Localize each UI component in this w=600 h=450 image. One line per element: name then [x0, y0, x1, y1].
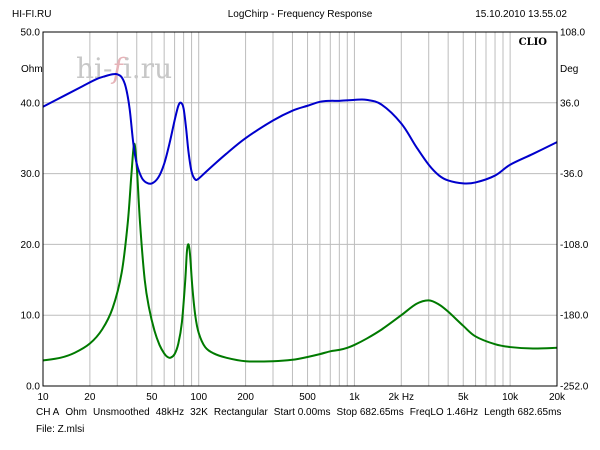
footer-setting: Ohm	[65, 407, 88, 418]
y-left-tick-label: 10.0	[21, 311, 41, 322]
impedance-curve	[42, 142, 558, 363]
series	[42, 72, 558, 363]
watermark-suffix: i.ru	[123, 52, 172, 85]
y-left-tick-label: 40.0	[21, 98, 41, 109]
chart-title: LogChirp - Frequency Response	[227, 9, 373, 20]
x-tick-label: 5k	[458, 392, 470, 403]
x-tick-label: 10k	[502, 392, 519, 403]
y-right-unit-label: Deg	[560, 64, 578, 75]
footer-setting: CH A	[36, 407, 60, 418]
axis-labels: 10 20 50 100 200 500 1k 2k Hz 5k 10k 20k 0.0 10.0 20.…	[21, 28, 589, 404]
x-tick-label: 100	[190, 392, 207, 403]
y-right-tick-label: -252.0	[560, 382, 589, 393]
x-tick-label: 500	[299, 392, 316, 403]
footer-setting: Length 682.65ms	[484, 407, 562, 418]
x-tick-label: 20	[84, 392, 96, 403]
grid	[43, 32, 557, 386]
x-tick-label: 200	[237, 392, 254, 403]
x-tick-label: 50	[146, 392, 158, 403]
footer-setting: Stop 682.65ms	[336, 407, 404, 418]
measurement-settings: CH A Ohm Unsmoothed 48kHz 32K Rectangular Star…	[36, 407, 567, 418]
y-right-tick-label: -180.0	[560, 311, 589, 322]
clio-badge: CLIO	[519, 37, 548, 48]
footer-setting: 48kHz	[155, 407, 185, 418]
y-right-tick-label: 36.0	[560, 98, 580, 109]
y-right-tick-label: 108.0	[560, 28, 585, 39]
timestamp: 15.10.2010 13.55.02	[475, 9, 567, 20]
x-tick-label: 1k	[349, 392, 361, 403]
watermark-logo: hi-fi.ru	[76, 52, 172, 85]
x-tick-label: 10	[37, 392, 49, 403]
footer-setting: Rectangular	[213, 407, 268, 418]
y-left-tick-label: 0.0	[26, 382, 40, 393]
x-tick-label: 20k	[549, 392, 566, 403]
y-left-tick-label: 20.0	[21, 240, 41, 251]
header-left-label: HI-FI.RU	[12, 9, 52, 20]
y-right-tick-label: -36.0	[560, 169, 583, 180]
footer-setting: FreqLO 1.46Hz	[409, 407, 479, 418]
y-right-tick-label: -108.0	[560, 240, 589, 251]
phase-curve	[42, 72, 558, 185]
x-tick-label: 2k Hz	[389, 392, 415, 403]
plot-frame	[42, 31, 558, 387]
footer-setting: 32K	[190, 407, 208, 418]
footer-setting: Unsmoothed	[93, 407, 150, 418]
footer-setting: Start 0.00ms	[273, 407, 331, 418]
y-left-tick-label: 30.0	[21, 169, 41, 180]
y-left-tick-label: 50.0	[21, 28, 41, 39]
y-left-unit-label: Ohm	[21, 64, 43, 75]
file-name: File: Z.mlsi	[36, 424, 85, 435]
